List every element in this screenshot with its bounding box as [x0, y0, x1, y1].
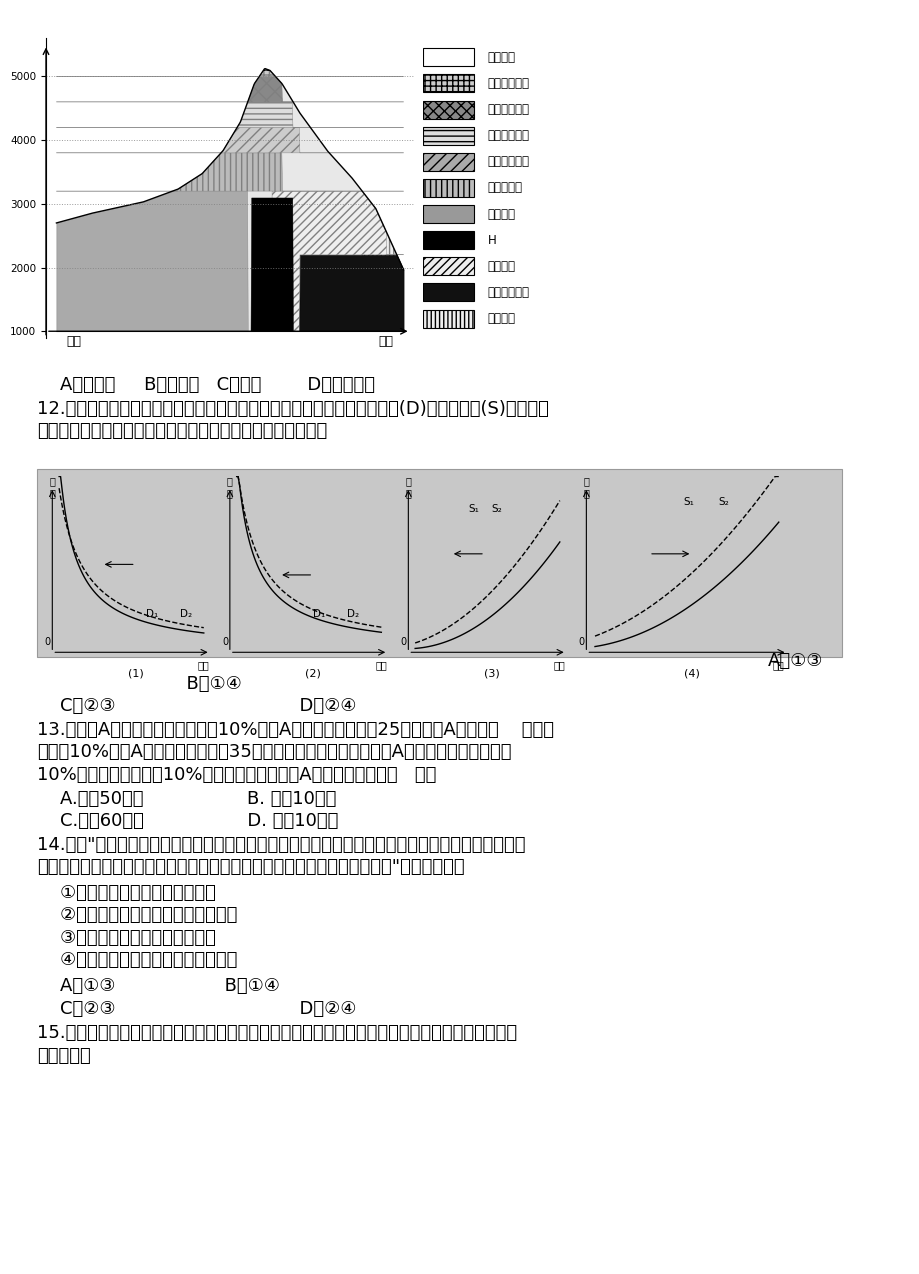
Bar [423, 205, 473, 223]
Text: 价
格: 价 格 [583, 476, 589, 498]
Text: S₂: S₂ [718, 497, 728, 507]
Bar [423, 231, 473, 250]
Text: 高山稀疏植被: 高山稀疏植被 [487, 76, 529, 90]
Text: ②扩大城市规模，破解城乡二元结构: ②扩大城市规模，破解城乡二元结构 [37, 907, 237, 925]
Text: 0: 0 [221, 637, 228, 647]
Text: 10%、替代品价格下降10%同时出现时，那么，A商品的需求数量（   ）。: 10%、替代品价格下降10%同时出现时，那么，A商品的需求数量（ ）。 [37, 766, 436, 784]
Text: 高寒草原: 高寒草原 [487, 208, 515, 220]
Text: 15.读下图，在不考虑其他因素的前提下，甲乙两国充分发挥自己的相对优势，进行分工与贸易。据: 15.读下图，在不考虑其他因素的前提下，甲乙两国充分发挥自己的相对优势，进行分工… [37, 1024, 516, 1042]
Text: (1): (1) [128, 669, 143, 679]
Bar [423, 48, 473, 66]
Text: 数量: 数量 [553, 660, 565, 670]
Bar [423, 126, 473, 145]
Text: 高山冰雪: 高山冰雪 [487, 51, 515, 64]
Text: S₂: S₂ [491, 503, 502, 513]
Text: 东北: 东北 [379, 335, 393, 348]
Bar [423, 101, 473, 118]
Text: C．②③                                D．②④: C．②③ D．②④ [37, 1000, 356, 1018]
Text: A．①③                   B．①④: A．①③ B．①④ [37, 977, 279, 995]
Bar [423, 283, 473, 302]
Bar [423, 153, 473, 171]
Text: A.增加50单位                  B. 增加10单位: A.增加50单位 B. 增加10单位 [37, 790, 335, 808]
Text: A．阔叶林     B．针叶林   C．草原        D．荒漠草原: A．阔叶林 B．针叶林 C．草原 D．荒漠草原 [37, 376, 374, 394]
Text: H: H [268, 204, 278, 217]
Text: B．①④: B．①④ [37, 675, 242, 693]
Text: 温带荒漠: 温带荒漠 [487, 312, 515, 325]
Text: 山地荒漠草原: 山地荒漠草原 [487, 285, 529, 299]
Text: D₁: D₁ [146, 609, 158, 619]
Text: 西南: 西南 [66, 335, 81, 348]
Bar [423, 310, 473, 327]
Text: 金露梅灌丛: 金露梅灌丛 [487, 181, 522, 195]
Text: 价
格: 价 格 [50, 476, 55, 498]
Text: 数量: 数量 [375, 660, 387, 670]
Text: (4): (4) [684, 669, 699, 679]
Text: 数量: 数量 [198, 660, 210, 670]
Text: 12.受消费者绿色消费观和政府开征资源税的影响，高能耗产品的需求曲线(D)和供给曲线(S)一般会发: 12.受消费者绿色消费观和政府开征资源税的影响，高能耗产品的需求曲线(D)和供给… [37, 400, 548, 418]
Text: 0: 0 [400, 637, 406, 647]
Text: 0: 0 [577, 637, 584, 647]
Text: 保障安居、以有序推进农业转移人口市民化保障城镇化健康发展的工作思路"。这说明政府: 保障安居、以有序推进农业转移人口市民化保障城镇化健康发展的工作思路"。这说明政府 [37, 859, 464, 877]
Text: (2): (2) [305, 669, 321, 679]
Bar [423, 74, 473, 93]
Text: 高山蒿草草甸: 高山蒿草草甸 [487, 129, 529, 143]
Text: S₁: S₁ [683, 497, 694, 507]
Text: S₁: S₁ [468, 503, 478, 513]
Text: H: H [487, 233, 496, 247]
Text: ③加大统筹力度，协调城乡发展: ③加大统筹力度，协调城乡发展 [37, 929, 215, 947]
Text: (3): (3) [483, 669, 499, 679]
Text: 0: 0 [44, 637, 51, 647]
Text: ④坚持速度优先，加快城镇化的进程: ④坚持速度优先，加快城镇化的进程 [37, 950, 237, 970]
Text: C．②③                                D．②④: C．②③ D．②④ [37, 697, 356, 715]
Text: 格下降10%时，A商品需求变动量为35单位。如果其他条件不变，当A商品的互补品价格上升: 格下降10%时，A商品需求变动量为35单位。如果其他条件不变，当A商品的互补品价… [37, 743, 511, 762]
Text: 价
格: 价 格 [405, 476, 411, 498]
Text: 山地草原: 山地草原 [487, 260, 515, 273]
Bar [423, 178, 473, 197]
Text: D₂: D₂ [180, 609, 192, 619]
Text: 13.假定当A商品的互补品价格上升10%时，A商品需求变动量为25单位；当A商品的替    代品价: 13.假定当A商品的互补品价格上升10%时，A商品需求变动量为25单位；当A商品… [37, 721, 553, 739]
Text: C.减少60单位                  D. 减少10单位: C.减少60单位 D. 减少10单位 [37, 812, 338, 829]
Text: D₂: D₂ [347, 609, 359, 619]
Text: 价
格: 价 格 [227, 476, 233, 498]
Text: 此可以推断: 此可以推断 [37, 1047, 90, 1065]
Text: ①坚持以人为本，创新发展理念: ①坚持以人为本，创新发展理念 [37, 884, 215, 902]
Text: 数量: 数量 [772, 660, 784, 670]
Text: 高山垫伏植被: 高山垫伏植被 [487, 103, 529, 116]
FancyBboxPatch shape [37, 469, 841, 657]
Text: D₁: D₁ [313, 609, 325, 619]
Text: 生变动。不考虑其他因素，图中能正确反映这种变动的图形有: 生变动。不考虑其他因素，图中能正确反映这种变动的图形有 [37, 422, 326, 440]
Text: 14.某省"积极探索四化同步、产城一体的新路径，确立了以强化产业支撑保障就业、以完善公共服务: 14.某省"积极探索四化同步、产城一体的新路径，确立了以强化产业支撑保障就业、以… [37, 836, 525, 854]
Bar [423, 257, 473, 275]
Text: 高寒柱腕灌丛: 高寒柱腕灌丛 [487, 155, 529, 168]
Text: A．①③: A．①③ [767, 652, 823, 670]
